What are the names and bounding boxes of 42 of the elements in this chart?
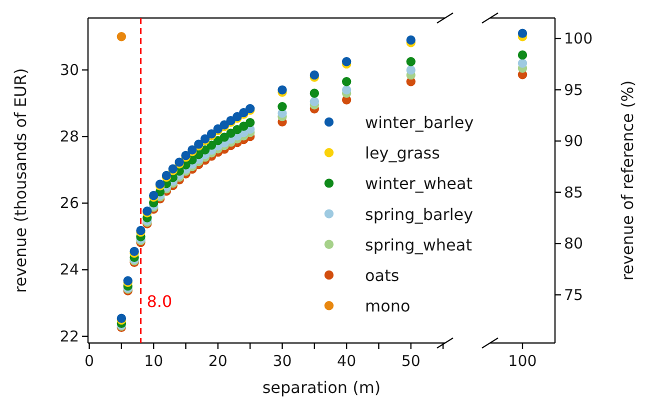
point bbox=[310, 70, 320, 80]
y2-tick-label: 90 bbox=[564, 132, 584, 150]
legend-label: oats bbox=[365, 266, 400, 285]
point bbox=[310, 96, 320, 106]
legend-label: ley_grass bbox=[365, 144, 440, 163]
y-tick-label: 28 bbox=[60, 128, 79, 146]
legend-label: winter_wheat bbox=[365, 174, 473, 194]
x-axis-title: separation (m) bbox=[262, 378, 381, 397]
y2-tick-label: 100 bbox=[564, 30, 593, 48]
x-tick-label: 100 bbox=[508, 352, 537, 370]
legend-label: mono bbox=[365, 296, 410, 316]
x-tick-label: 50 bbox=[401, 352, 420, 370]
point bbox=[116, 32, 126, 42]
point bbox=[406, 35, 416, 45]
x-tick-label: 40 bbox=[337, 352, 356, 370]
point bbox=[342, 85, 352, 95]
point bbox=[342, 57, 352, 66]
legend-label: spring_barley bbox=[365, 204, 474, 224]
point bbox=[406, 65, 416, 75]
point bbox=[278, 102, 287, 112]
y-axis-title: revenue (thousands of EUR) bbox=[11, 68, 30, 293]
point bbox=[278, 85, 287, 95]
point bbox=[406, 57, 416, 66]
y-tick-label: 30 bbox=[60, 60, 79, 79]
x-tick-label: 30 bbox=[272, 352, 292, 370]
point bbox=[342, 77, 352, 86]
y2-axis-title: revenue of reference (%) bbox=[618, 80, 637, 281]
ref-line-label: 8.0 bbox=[146, 292, 172, 311]
point bbox=[245, 118, 255, 128]
y-tick-label: 22 bbox=[60, 327, 79, 346]
point bbox=[310, 88, 320, 98]
y2-tick-label: 85 bbox=[564, 183, 584, 202]
y2-tick-label: 95 bbox=[564, 80, 584, 99]
y-tick-label: 26 bbox=[60, 194, 79, 212]
x-tick-label: 10 bbox=[144, 352, 164, 370]
legend-label: winter_barley bbox=[365, 113, 474, 132]
y2-tick-label: 80 bbox=[564, 234, 584, 253]
x-tick-label: 0 bbox=[84, 352, 94, 370]
x-tick-label: 20 bbox=[208, 352, 228, 370]
y2-tick-label: 75 bbox=[564, 286, 584, 304]
y-tick-label: 24 bbox=[60, 260, 79, 279]
legend-label: spring_wheat bbox=[365, 235, 472, 254]
